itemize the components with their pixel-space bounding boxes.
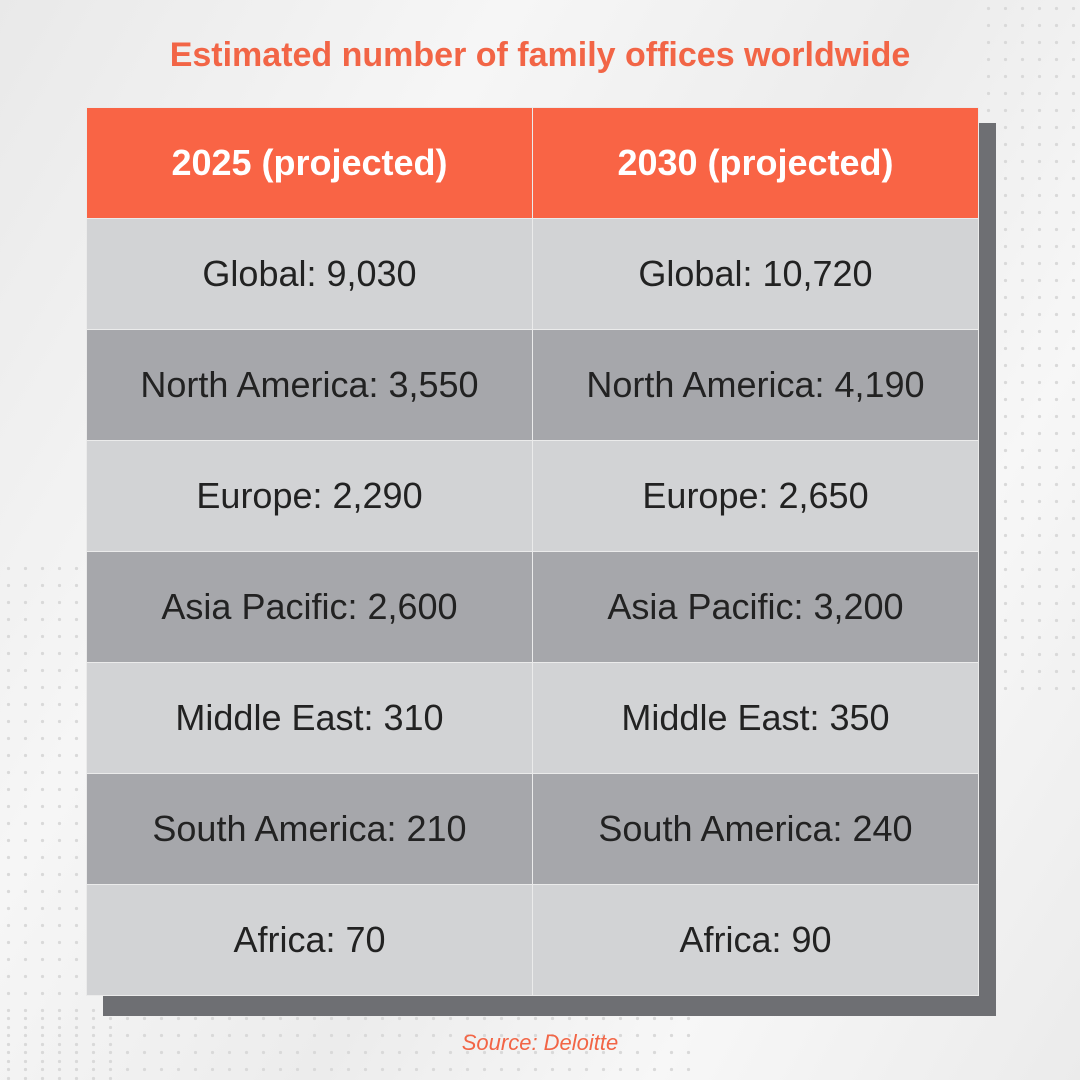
header-row: 2025 (projected) 2030 (projected) <box>86 107 979 219</box>
source-note: Source: Deloitte <box>461 1030 619 1055</box>
cell-2025: Global: 9,030 <box>86 218 533 330</box>
cell-2030: Asia Pacific: 3,200 <box>532 551 979 663</box>
cell-2025: North America: 3,550 <box>86 329 533 441</box>
table-row: South America: 210 South America: 240 <box>86 773 979 885</box>
header-2025: 2025 (projected) <box>86 107 533 219</box>
cell-2030: Middle East: 350 <box>532 662 979 774</box>
data-table: 2025 (projected) 2030 (projected) Global… <box>86 107 979 996</box>
table-row: Europe: 2,290 Europe: 2,650 <box>86 440 979 552</box>
cell-2025: South America: 210 <box>86 773 533 885</box>
table-row: Africa: 70 Africa: 90 <box>86 884 979 996</box>
chart-title: Estimated number of family offices world… <box>169 36 911 74</box>
cell-2030: Europe: 2,650 <box>532 440 979 552</box>
cell-2030: Global: 10,720 <box>532 218 979 330</box>
cell-2025: Africa: 70 <box>86 884 533 996</box>
dot-pattern-right <box>980 0 1080 700</box>
cell-2025: Asia Pacific: 2,600 <box>86 551 533 663</box>
cell-2025: Europe: 2,290 <box>86 440 533 552</box>
dot-pattern-bottom <box>0 1010 700 1080</box>
header-2030: 2030 (projected) <box>532 107 979 219</box>
cell-2025: Middle East: 310 <box>86 662 533 774</box>
table-row: Asia Pacific: 2,600 Asia Pacific: 3,200 <box>86 551 979 663</box>
cell-2030: Africa: 90 <box>532 884 979 996</box>
table-row: Global: 9,030 Global: 10,720 <box>86 218 979 330</box>
table-row: Middle East: 310 Middle East: 350 <box>86 662 979 774</box>
cell-2030: South America: 240 <box>532 773 979 885</box>
table-row: North America: 3,550 North America: 4,19… <box>86 329 979 441</box>
cell-2030: North America: 4,190 <box>532 329 979 441</box>
